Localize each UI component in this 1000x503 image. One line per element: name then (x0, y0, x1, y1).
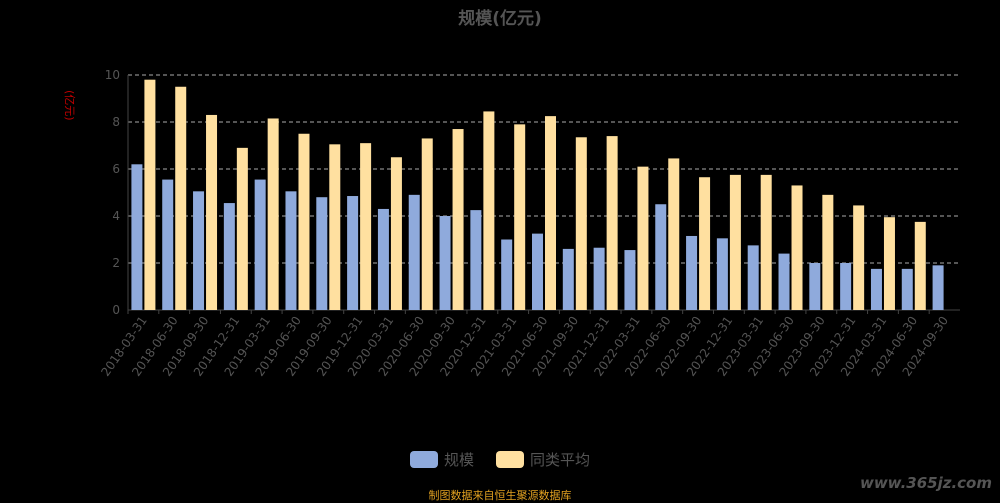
y-tick-label: 0 (112, 303, 120, 317)
legend-item-peer-average[interactable]: 同类平均 (496, 449, 590, 470)
chart-title: 规模(亿元) (458, 9, 542, 29)
bar-scale (686, 235, 698, 310)
bar-peer-average (175, 86, 187, 310)
y-tick-label: 2 (112, 256, 120, 270)
bar-scale (747, 245, 759, 310)
bar-scale (624, 250, 636, 310)
bar-peer-average (483, 111, 495, 310)
bar-scale (870, 268, 882, 310)
bar-peer-average (206, 114, 218, 310)
bar-peer-average (637, 166, 649, 310)
bar-peer-average (883, 217, 895, 310)
bar-peer-average (853, 205, 865, 310)
watermark: www.365jz.com (859, 474, 992, 492)
bar-scale (809, 263, 821, 310)
bar-scale (223, 203, 235, 310)
y-tick-label: 4 (112, 209, 120, 223)
bar-scale (655, 204, 667, 310)
bar-peer-average (914, 221, 926, 310)
bar-scale (316, 197, 328, 310)
legend-label-peer-average: 同类平均 (530, 451, 591, 469)
legend-item-scale[interactable]: 规模 (409, 449, 474, 470)
chart-legend: 规模 同类平均 (0, 449, 1000, 470)
legend-label-scale: 规模 (443, 451, 474, 469)
bar-peer-average (452, 129, 464, 310)
bar-peer-average (668, 158, 680, 310)
bar-scale (932, 265, 944, 310)
bar-peer-average (267, 118, 279, 310)
bar-scale (193, 191, 205, 310)
y-tick-label: 10 (105, 68, 120, 82)
bar-peer-average (606, 136, 618, 310)
bar-scale (439, 216, 451, 310)
bar-peer-average (236, 147, 248, 310)
bar-scale (532, 233, 543, 310)
y-tick-label: 6 (112, 162, 120, 176)
bar-scale (562, 248, 574, 310)
bar-peer-average (729, 174, 741, 310)
bar-scale (131, 164, 143, 310)
bar-scale (470, 210, 482, 310)
bar-scale (377, 208, 389, 310)
data-source-note: 制图数据来自恒生聚源数据库 (428, 489, 572, 502)
bar-scale (901, 268, 913, 310)
bar-scale (254, 179, 266, 310)
y-tick-label: 8 (112, 115, 120, 129)
bar-scale (778, 253, 790, 310)
bar-peer-average (545, 116, 556, 310)
bar-peer-average (822, 194, 834, 310)
bar-peer-average (421, 138, 433, 310)
bar-peer-average (298, 133, 310, 310)
legend-swatch-scale (409, 451, 438, 468)
bar-peer-average (144, 79, 156, 310)
bar-scale (593, 247, 605, 310)
bar-peer-average (329, 144, 341, 310)
legend-swatch-peer-average (496, 451, 524, 468)
bar-peer-average (360, 143, 372, 310)
bar-scale (501, 239, 513, 310)
bar-peer-average (514, 124, 526, 310)
bar-peer-average (760, 174, 772, 310)
bar-scale (347, 196, 359, 310)
bar-scale (285, 191, 297, 310)
bar-peer-average (575, 137, 587, 310)
bar-peer-average (791, 185, 803, 310)
bar-peer-average (390, 157, 402, 310)
bar-scale (162, 179, 174, 310)
bar-scale (716, 238, 728, 310)
bar-scale (408, 194, 420, 310)
bar-peer-average (699, 177, 711, 310)
bar-scale (840, 263, 852, 310)
